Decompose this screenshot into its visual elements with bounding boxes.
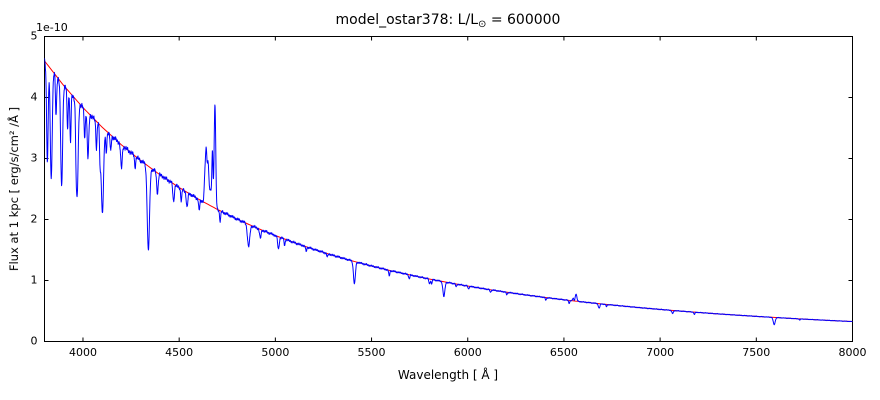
y-axis-offset-label: 1e-10 xyxy=(36,21,68,34)
x-axis-label: Wavelength [ Å ] xyxy=(397,368,499,382)
plot-title-value: = 600000 xyxy=(486,12,561,28)
plot-title: model_ostar378: L/L⊙ = 600000 xyxy=(44,12,852,30)
sun-symbol: ⊙ xyxy=(478,19,487,30)
y-axis-label: Flux at 1 kpc [ erg/s/cm² /Å ] xyxy=(7,106,21,272)
plot-title-text: model_ostar378: L/L xyxy=(335,12,478,28)
